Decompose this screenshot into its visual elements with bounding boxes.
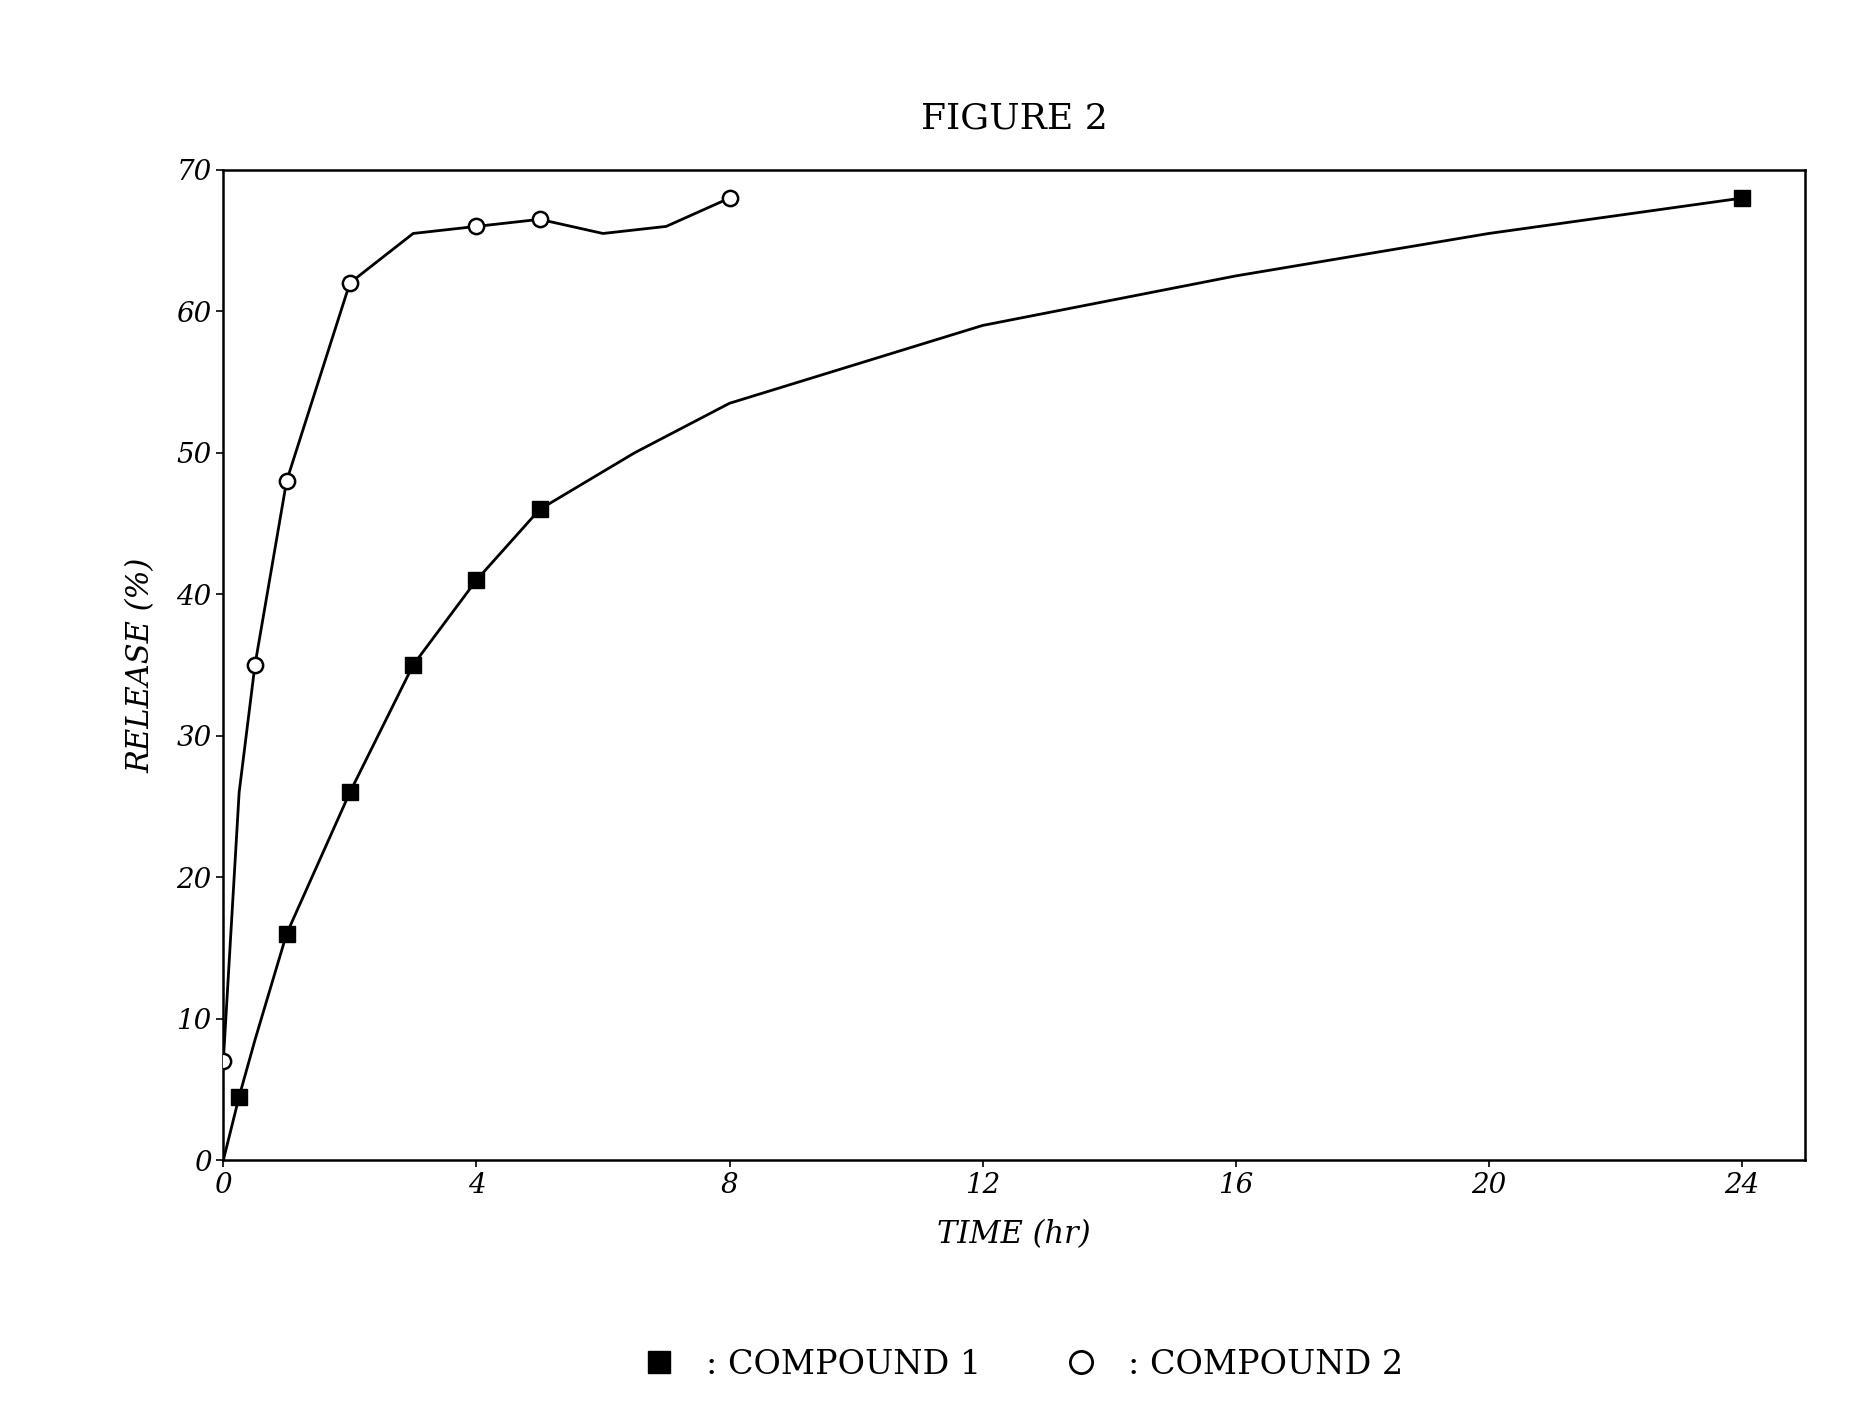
Legend: : COMPOUND 1, : COMPOUND 2: : COMPOUND 1, : COMPOUND 2 <box>612 1336 1416 1394</box>
Y-axis label: RELEASE (%): RELEASE (%) <box>127 558 156 773</box>
X-axis label: TIME (hr): TIME (hr) <box>938 1218 1091 1249</box>
Title: FIGURE 2: FIGURE 2 <box>921 100 1107 136</box>
